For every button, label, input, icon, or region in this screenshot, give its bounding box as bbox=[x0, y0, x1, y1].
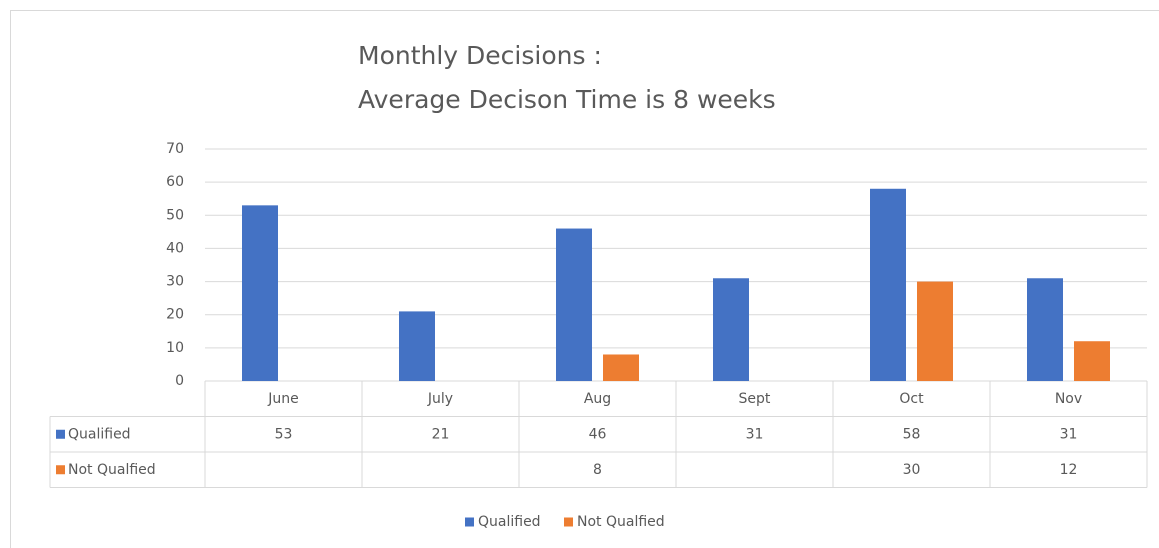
bar bbox=[1027, 278, 1063, 381]
legend-label: Not Qualfied bbox=[577, 514, 665, 530]
y-tick-label: 50 bbox=[166, 207, 184, 223]
table-value: 12 bbox=[1060, 462, 1078, 478]
table-value: 46 bbox=[589, 426, 607, 442]
bar bbox=[399, 311, 435, 381]
chart-title: Average Decison Time is 8 weeks bbox=[358, 85, 776, 114]
chart-title: Monthly Decisions : bbox=[358, 41, 602, 70]
legend-key bbox=[564, 517, 573, 527]
y-tick-label: 40 bbox=[166, 240, 184, 256]
bar bbox=[242, 205, 278, 381]
x-tick-label: Oct bbox=[899, 391, 924, 407]
table-value: 30 bbox=[903, 462, 921, 478]
bar bbox=[713, 278, 749, 381]
y-tick-label: 10 bbox=[166, 340, 184, 356]
table-legend-key bbox=[56, 429, 65, 439]
table-series-name: Qualified bbox=[68, 426, 131, 442]
y-tick-label: 20 bbox=[166, 307, 184, 323]
bar bbox=[556, 228, 592, 381]
legend-label: Qualified bbox=[478, 514, 541, 530]
y-tick-label: 0 bbox=[175, 373, 184, 389]
table-value: 31 bbox=[1060, 426, 1078, 442]
table-value: 58 bbox=[903, 426, 921, 442]
y-tick-label: 60 bbox=[166, 174, 184, 190]
table-series-name: Not Qualfied bbox=[68, 462, 156, 478]
x-tick-label: June bbox=[267, 391, 299, 407]
table-value: 21 bbox=[432, 426, 450, 442]
bar bbox=[1074, 341, 1110, 381]
x-tick-label: Aug bbox=[584, 391, 611, 407]
x-tick-label: Sept bbox=[739, 391, 771, 407]
legend-key bbox=[465, 517, 474, 527]
y-tick-label: 70 bbox=[166, 141, 184, 157]
table-value: 53 bbox=[275, 426, 293, 442]
x-tick-label: July bbox=[427, 391, 453, 407]
bar bbox=[870, 188, 906, 381]
y-tick-label: 30 bbox=[166, 274, 184, 290]
table-legend-key bbox=[56, 465, 65, 475]
bar bbox=[917, 281, 953, 381]
bar bbox=[603, 354, 639, 381]
x-tick-label: Nov bbox=[1055, 391, 1082, 407]
table-value: 8 bbox=[593, 462, 602, 478]
table-value: 31 bbox=[746, 426, 764, 442]
